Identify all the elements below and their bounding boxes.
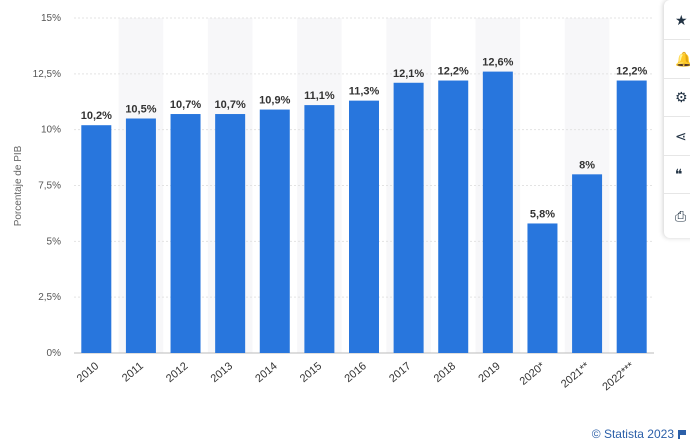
- bar[interactable]: [393, 82, 424, 354]
- y-axis-label: Porcentaje de PIB: [13, 145, 24, 226]
- bar-value-label: 11,3%: [349, 86, 380, 98]
- bar[interactable]: [482, 71, 513, 353]
- toolbar-separator: [664, 39, 690, 40]
- print-icon[interactable]: ⎙: [675, 207, 687, 224]
- bell-icon[interactable]: 🔔: [675, 50, 690, 67]
- x-tick-label: 2018: [432, 360, 458, 385]
- bar-value-label: 12,2%: [438, 66, 469, 78]
- bar[interactable]: [125, 118, 156, 354]
- toolbar-separator: [664, 78, 690, 79]
- bar-value-label: 8%: [579, 159, 595, 171]
- x-tick-label: 2016: [342, 360, 368, 385]
- x-tick-label: 2013: [209, 360, 235, 385]
- toolbar-separator: [664, 116, 690, 117]
- bar[interactable]: [349, 100, 379, 353]
- bar[interactable]: [527, 223, 558, 353]
- share-icon[interactable]: ⋖: [675, 127, 687, 144]
- bar[interactable]: [259, 109, 290, 353]
- star-icon[interactable]: ★: [675, 11, 688, 28]
- bar[interactable]: [81, 125, 112, 353]
- bar[interactable]: [304, 105, 335, 353]
- bar-value-label: 10,5%: [125, 104, 156, 116]
- y-axis-ticks: 0% 2,5% 5% 7,5% 10% 12,5% 15%: [33, 13, 61, 359]
- bar-value-label: 5,8%: [530, 208, 555, 220]
- y-tick-label: 12,5%: [33, 69, 61, 80]
- bar[interactable]: [572, 174, 603, 353]
- y-tick-label: 5%: [47, 236, 62, 247]
- bar[interactable]: [616, 80, 647, 354]
- y-tick-label: 7,5%: [38, 181, 61, 192]
- y-tick-label: 15%: [41, 13, 61, 24]
- x-tick-label: 2012: [164, 360, 190, 385]
- x-tick-label: 2015: [298, 360, 324, 385]
- bar-value-label: 12,2%: [616, 66, 647, 78]
- statista-credit[interactable]: © Statista 2023: [592, 427, 686, 441]
- y-tick-label: 0%: [47, 348, 62, 359]
- bar-value-label: 12,6%: [482, 57, 513, 69]
- x-tick-label: 2020*: [518, 360, 548, 388]
- side-toolbar: ★ 🔔 ⚙ ⋖ ❝ ⎙: [664, 0, 690, 238]
- x-tick-label: 2014: [253, 360, 279, 385]
- flag-icon: [678, 429, 686, 439]
- bar-value-label: 10,7%: [215, 99, 246, 111]
- credit-text: © Statista 2023: [591, 427, 674, 441]
- x-tick-label: 2010: [75, 360, 101, 385]
- bars: [81, 71, 647, 354]
- y-tick-label: 2,5%: [38, 292, 61, 303]
- bar-value-label: 10,7%: [170, 99, 201, 111]
- bar[interactable]: [438, 80, 469, 354]
- x-axis-ticks: 2010 2011 2012 2013 2014 2015 2016 2017 2018 2019…: [75, 360, 637, 394]
- bar-value-label: 10,2%: [81, 110, 112, 122]
- x-tick-label: 2011: [120, 360, 146, 384]
- toolbar-separator: [664, 193, 690, 194]
- x-tick-label: 2022***: [600, 360, 637, 394]
- y-tick-label: 10%: [41, 125, 61, 136]
- bar-value-label: 12,1%: [393, 68, 424, 80]
- bar[interactable]: [215, 114, 246, 354]
- x-tick-label: 2021**: [559, 360, 593, 391]
- x-tick-label: 2017: [387, 360, 413, 385]
- bar[interactable]: [170, 114, 201, 354]
- bar-value-label: 11,1%: [304, 90, 335, 102]
- quote-icon[interactable]: ❝: [675, 165, 683, 182]
- bar-value-label: 10,9%: [259, 95, 290, 107]
- toolbar-separator: [664, 155, 690, 156]
- bar-value-labels: 10,2% 10,5% 10,7% 10,7% 10,9% 11,1% 11,3% 12,1%…: [81, 57, 648, 221]
- x-tick-label: 2019: [476, 360, 502, 385]
- gear-icon[interactable]: ⚙: [675, 88, 688, 105]
